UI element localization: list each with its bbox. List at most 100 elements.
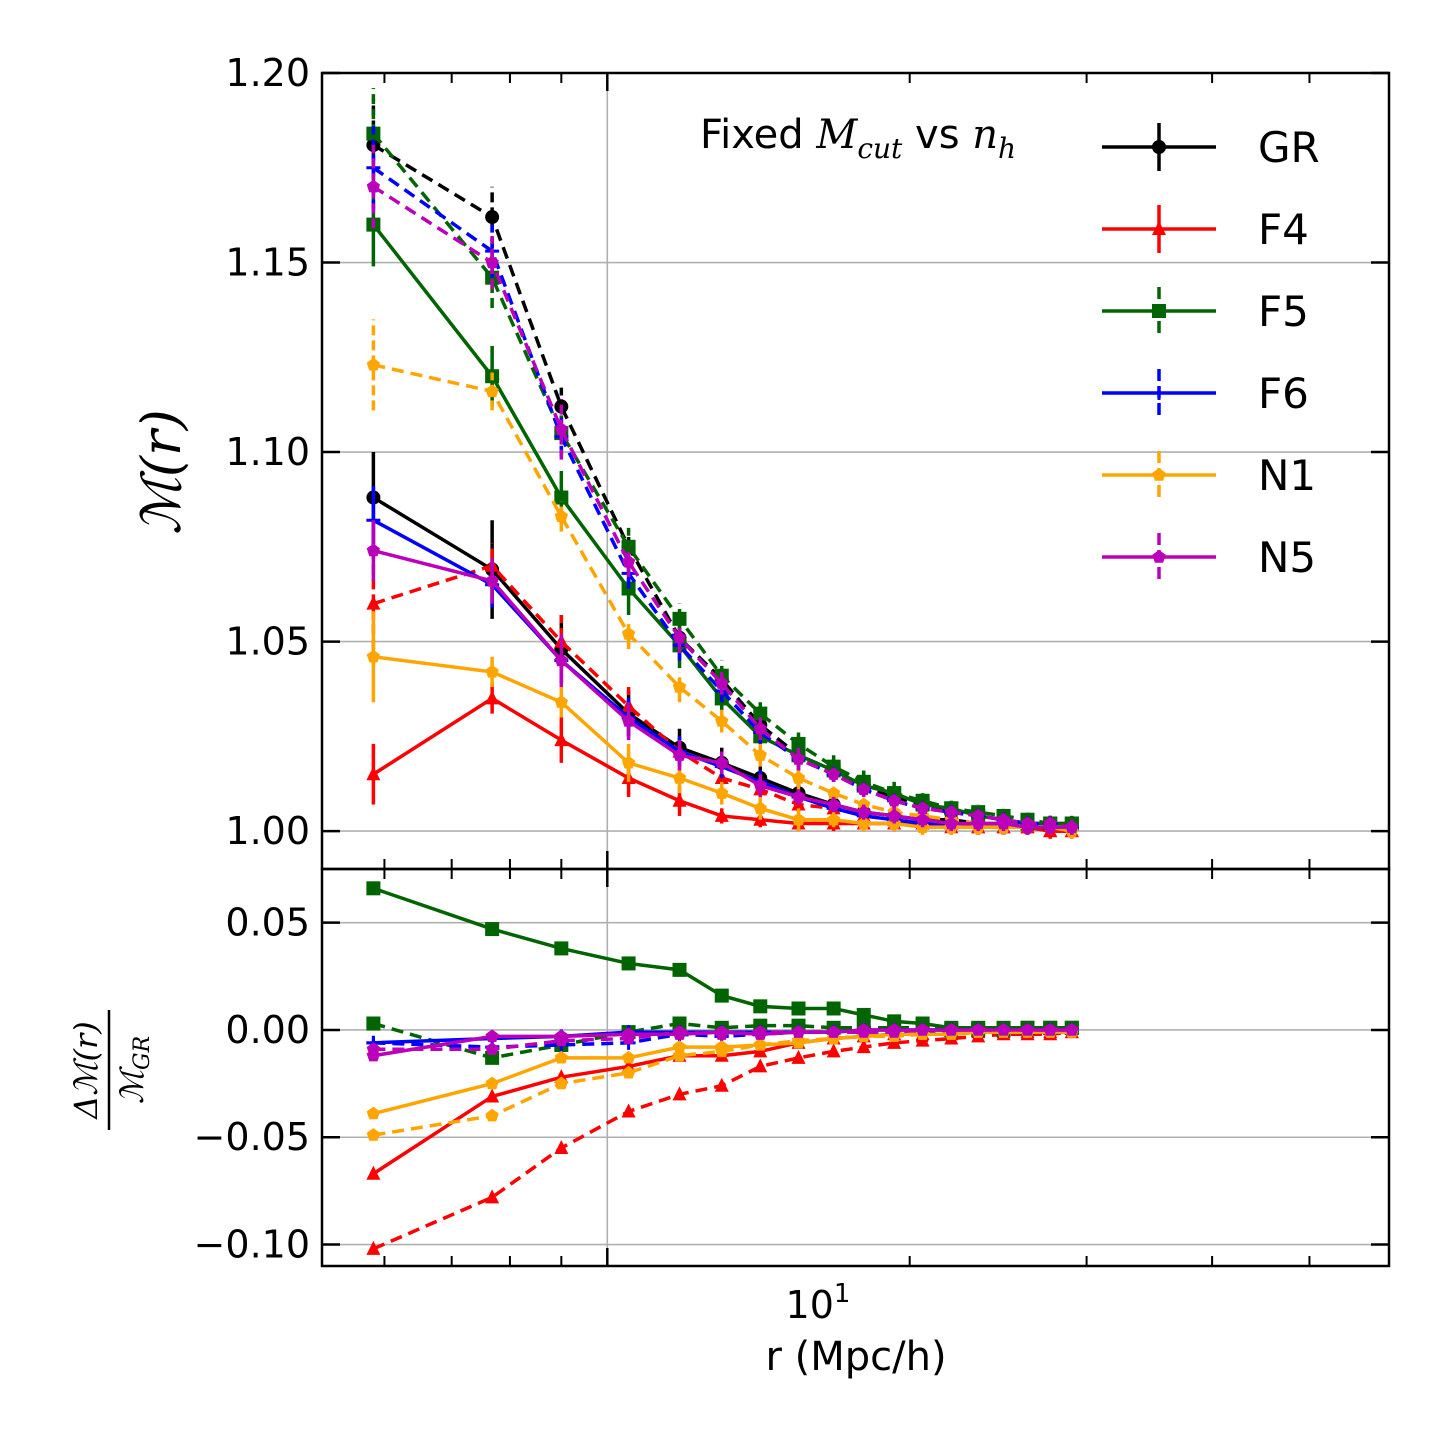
top-point-N1-6 [753,748,767,761]
top-point-N5-4 [672,630,687,644]
bottom-point-N5-14 [996,1022,1011,1036]
bottom-point-F5-4 [672,1016,687,1031]
top-point-N5-0 [366,179,380,193]
top-point-N1-6 [753,801,767,814]
bottom-point-N5-9 [857,1025,871,1038]
top-point-N5-10 [887,808,901,822]
top-point-N1-8 [827,786,841,799]
bottom-point-F4-9 [856,1039,871,1054]
bottom-point-F4-1 [485,1189,500,1204]
top-frame [320,71,1391,871]
svg-text:Δℳ(r): Δℳ(r) [67,1021,105,1121]
top-point-N5-3 [621,555,636,568]
bottom-point-F4-4 [672,1086,687,1101]
bottom-point-N5-12 [944,1022,958,1036]
top-point-N1-8 [827,812,841,826]
legend-marker-N5 [1152,550,1166,563]
top-ytick-label-1: 1.05 [225,620,310,664]
top-point-N5-15 [1020,816,1035,830]
top-series-F5-solid [366,182,1079,832]
bottom-point-F4-2 [554,1139,569,1154]
bottom-point-N5-3 [621,1031,636,1045]
bottom-point-N1-2 [554,1076,568,1090]
top-point-N5-11 [915,812,930,826]
bottom-point-F4-6 [753,1058,768,1073]
top-point-N5-6 [753,721,767,735]
top-point-N5-8 [827,797,841,811]
top-point-N5-7 [791,752,806,765]
legend-label-F6: F6 [1258,369,1309,418]
top-point-F5-2 [554,490,569,505]
bottom-line-F5-solid [372,886,1072,1030]
top-ytick-label-4: 1.20 [225,51,310,95]
top-point-F4-2 [554,732,569,747]
bottom-point-F5-0 [366,1016,381,1031]
top-point-N1-5 [715,714,729,727]
top-point-N5-3 [621,714,636,727]
legend-entry-N1: N1 [1102,451,1316,500]
legend-entry-GR: GR [1102,123,1320,172]
top-point-F4-0 [366,595,381,610]
top-point-N5-1 [485,255,499,269]
bottom-frame [320,867,1391,1268]
bottom-series-F4-dashed [366,1024,1079,1255]
top-panel-grid [322,72,1389,869]
bottom-point-F4-8 [826,1043,841,1058]
top-point-N1-7 [791,812,806,826]
bottom-point-N1-4 [672,1048,687,1062]
bottom-point-N5-1 [485,1042,499,1055]
legend-marker-F6 [1152,386,1166,400]
top-line-F5-solid [372,223,1072,826]
top-point-N1-7 [791,771,806,784]
top-point-N5-16 [1043,816,1057,830]
top-point-N5-5 [715,676,729,689]
bottom-point-N5-11 [915,1022,930,1036]
bottom-ytick-label-2: −0.05 [194,1115,310,1159]
top-point-F4-1 [485,690,500,705]
bottom-point-F5-8 [826,1001,841,1016]
top-point-N5-9 [857,782,871,796]
bottom-point-F4-5 [714,1077,729,1092]
bottom-point-N1-5 [715,1044,729,1058]
bottom-point-F4-0 [366,1240,381,1255]
top-point-N5-0 [366,543,380,557]
top-ylabel: ℳ(r) [130,409,193,535]
top-point-N1-5 [715,786,729,799]
top-point-N1-0 [366,357,380,371]
bottom-point-F5-3 [621,956,636,971]
bottom-ytick-label-0: 0.05 [225,901,310,945]
top-point-N5-12 [944,805,958,818]
bottom-point-N1-0 [366,1106,380,1120]
legend-entry-N5: N5 [1102,533,1316,582]
top-point-N1-9 [857,797,871,811]
legend-marker-N1 [1152,468,1166,481]
top-point-N1-3 [621,627,636,640]
legend-entry-F5: F5 [1102,287,1309,336]
bottom-point-N5-6 [753,1025,767,1038]
top-point-N5-5 [715,755,729,769]
bottom-point-N5-4 [672,1025,687,1038]
bottom-point-N5-5 [715,1027,729,1040]
top-point-N5-17 [1065,820,1079,833]
bottom-point-N1-1 [485,1108,499,1122]
bottom-point-N5-7 [791,1025,806,1038]
bottom-point-N1-4 [672,1040,687,1053]
top-series-N5-solid [366,520,1079,835]
top-point-F4-5 [714,807,729,822]
bottom-point-F4-0 [366,1165,381,1180]
bottom-point-F4-3 [621,1103,636,1118]
bottom-point-N5-1 [485,1029,499,1042]
bottom-point-N1-2 [554,1050,568,1064]
top-ytick-label-3: 1.15 [225,241,310,285]
bottom-point-N5-8 [827,1025,841,1038]
legend: GR F4 F5 F6 N1 N5 [1102,123,1320,582]
top-point-N5-13 [971,808,985,822]
top-point-N5-10 [887,793,901,807]
legend-marker-F4 [1152,221,1166,235]
bottom-point-F5-4 [672,962,687,977]
bottom-point-N1-0 [366,1128,380,1141]
bottom-point-N5-15 [1020,1022,1035,1036]
legend-entry-F6: F6 [1102,369,1309,418]
top-point-N5-4 [672,748,687,761]
top-ytick-label-0: 1.00 [225,809,310,853]
